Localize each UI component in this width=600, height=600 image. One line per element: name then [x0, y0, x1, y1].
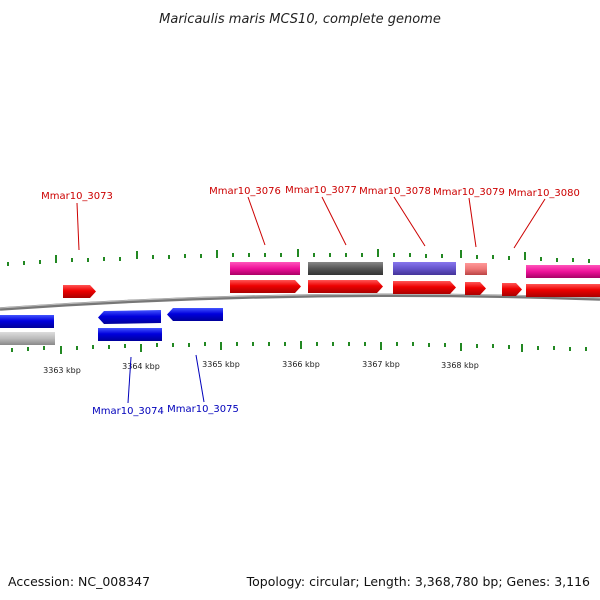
kbp-label: 3363 kbp [43, 366, 81, 375]
gene-label-3080[interactable]: Mmar10_3080 [508, 188, 580, 199]
label-leader-lines [76, 196, 546, 404]
feature-gray-left-edge[interactable] [0, 332, 55, 345]
gene-arrow-3074[interactable] [98, 310, 161, 324]
upper-ticks [7, 249, 590, 266]
gene-arrow-partial-left[interactable] [502, 283, 522, 296]
kbp-label: 3365 kbp [202, 360, 240, 369]
gene-arrow-3079[interactable] [465, 282, 486, 295]
gene-label-3077[interactable]: Mmar10_3077 [285, 185, 357, 196]
genome-backbone [0, 293, 600, 311]
gene-label-3075[interactable]: Mmar10_3075 [167, 404, 239, 415]
kbp-label: 3366 kbp [282, 360, 320, 369]
kbp-label: 3367 kbp [362, 360, 400, 369]
gene-label-3073[interactable]: Mmar10_3073 [41, 191, 113, 202]
lower-ticks [11, 341, 587, 354]
gene-arrow-left-edge[interactable] [0, 315, 54, 328]
feature-slate-3078[interactable] [393, 262, 456, 275]
feature-salmon-3079[interactable] [465, 263, 487, 275]
feature-darkgray-3077[interactable] [308, 262, 383, 275]
gene-arrow-3075[interactable] [167, 308, 223, 321]
feature-blue-3074[interactable] [98, 328, 162, 341]
kbp-label: 3364 kbp [122, 362, 160, 371]
kbp-label: 3368 kbp [441, 361, 479, 370]
genome-summary-text: Topology: circular; Length: 3,368,780 bp… [246, 574, 590, 589]
feature-magenta-3080[interactable] [526, 265, 600, 278]
gene-arrow-3073[interactable] [63, 285, 96, 298]
accession-text: Accession: NC_008347 [8, 574, 150, 589]
gene-label-3074[interactable]: Mmar10_3074 [92, 406, 164, 417]
gene-arrow-3076[interactable] [230, 280, 301, 293]
map-title: Maricaulis maris MCS10, complete genome [159, 12, 441, 27]
gene-arrow-3077[interactable] [308, 280, 383, 293]
gene-label-3078[interactable]: Mmar10_3078 [359, 186, 431, 197]
feature-magenta-3076[interactable] [230, 262, 300, 275]
gene-arrow-3078[interactable] [393, 281, 456, 294]
gene-label-3076[interactable]: Mmar10_3076 [209, 186, 281, 197]
gene-label-3079[interactable]: Mmar10_3079 [433, 187, 505, 198]
gene-arrow-3080[interactable] [526, 284, 600, 297]
